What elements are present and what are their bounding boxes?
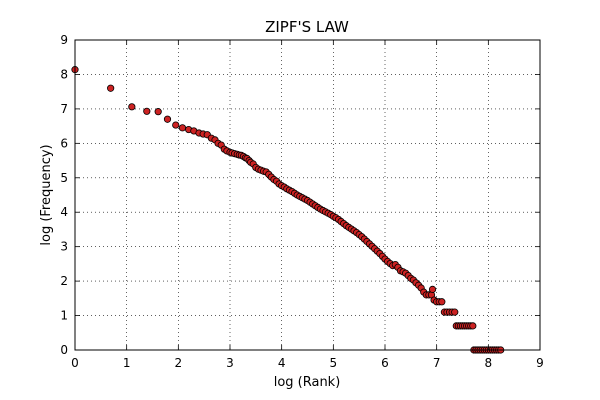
plot-frame [74, 39, 541, 351]
data-point [438, 298, 446, 306]
data-point [428, 285, 437, 293]
y-tick-label: 2 [60, 274, 68, 288]
data-point [154, 108, 162, 116]
data-point [469, 322, 477, 330]
y-tick-label: 6 [60, 136, 68, 150]
data-point [178, 124, 187, 132]
x-tick-label: 5 [330, 356, 338, 370]
x-tick-label: 8 [485, 356, 493, 370]
y-tick-label: 9 [60, 33, 68, 47]
y-tick-label: 1 [60, 309, 68, 323]
data-point [451, 308, 459, 316]
y-tick-label: 3 [60, 240, 68, 254]
chart-title: ZIPF'S LAW [265, 18, 349, 36]
y-tick-label: 4 [60, 205, 68, 219]
x-tick-label: 2 [175, 356, 183, 370]
data-point [143, 107, 151, 115]
y-tick-label: 7 [60, 102, 68, 116]
x-tick-label: 7 [433, 356, 441, 370]
y-tick-label: 5 [60, 171, 68, 185]
x-tick-label: 1 [123, 356, 131, 370]
x-tick-label: 6 [381, 356, 389, 370]
x-axis-label: log (Rank) [274, 375, 341, 390]
x-tick-label: 3 [226, 356, 234, 370]
x-tick-label: 4 [278, 356, 286, 370]
y-axis-label: log (Frequency) [39, 144, 54, 245]
ticks-layer: 0 1 2 3 4 5 6 7 8 9 0 1 2 3 4 5 6 7 8 9 [60, 33, 543, 370]
data-point [163, 115, 172, 123]
y-tick-label: 8 [60, 67, 68, 81]
points-layer [71, 66, 505, 354]
y-tick-label: 0 [60, 343, 68, 357]
x-tick-label: 0 [71, 356, 79, 370]
x-tick-label: 9 [536, 356, 544, 370]
data-point [128, 103, 136, 111]
data-point [172, 121, 180, 129]
data-point [107, 84, 115, 92]
